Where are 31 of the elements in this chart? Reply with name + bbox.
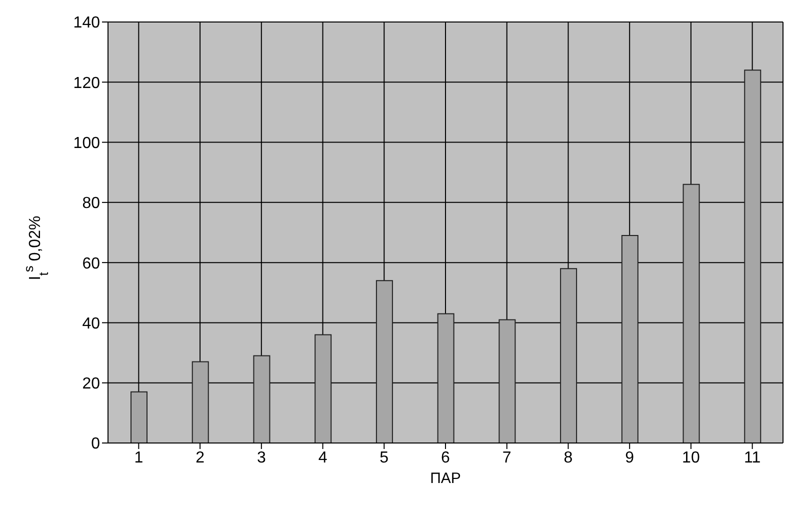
bar [130, 391, 148, 443]
x-tick-label: 11 [744, 449, 761, 466]
bar [253, 355, 270, 443]
bar [376, 280, 393, 443]
x-tick-label: 6 [441, 449, 450, 466]
x-tick-label: 8 [564, 449, 573, 466]
y-tick-label: 80 [82, 195, 100, 212]
bar [498, 319, 516, 443]
bar [621, 235, 638, 443]
y-tick-label: 100 [73, 134, 100, 152]
bar [192, 361, 209, 443]
x-axis-title: ПАР [430, 470, 461, 487]
y-tick-label: 20 [82, 376, 100, 393]
x-tick-label: 1 [134, 449, 144, 466]
x-tick-label: 10 [682, 449, 700, 466]
bar [314, 334, 332, 443]
y-tick-label: 60 [82, 255, 100, 272]
bar [682, 184, 700, 443]
bar [744, 70, 762, 443]
x-tick-label: 9 [625, 449, 634, 466]
x-tick-label: 2 [196, 449, 205, 466]
x-tick-label: 3 [256, 449, 266, 466]
y-tick-label: 0 [91, 436, 100, 453]
bar [437, 313, 454, 443]
y-tick-label: 120 [73, 74, 100, 92]
x-tick-label: 5 [380, 449, 389, 466]
bar [560, 268, 578, 443]
y-tick-label: 40 [82, 315, 100, 332]
x-tick-label: 7 [502, 449, 512, 466]
y-tick-label: 140 [73, 14, 100, 32]
x-tick-label: 4 [318, 449, 328, 466]
